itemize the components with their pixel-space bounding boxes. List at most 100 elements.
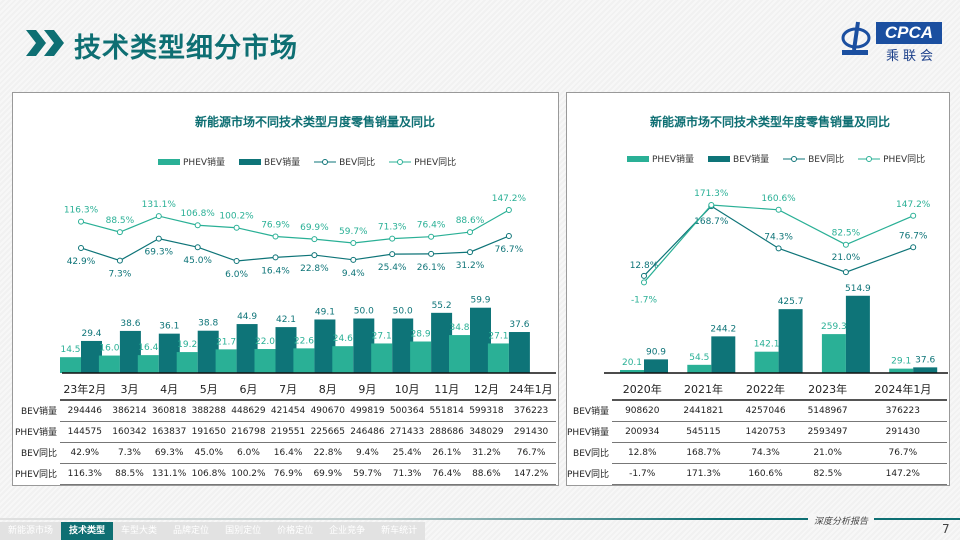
footer-nav: 新能源市场 技术类型 车型大类 品牌定位 国别定位 价格定位 企业竞争 新车统计: [0, 522, 426, 540]
legend-bev-sales: BEV销量: [708, 152, 769, 165]
legend-phev-yoy: PHEV同比: [858, 152, 925, 165]
logo-cn: 乘联会: [886, 49, 938, 64]
yearly-chart-title: 新能源市场不同技术类型年度零售销量及同比: [650, 115, 891, 129]
page-number: 7: [942, 522, 950, 536]
table-cell: 6.0%: [228, 442, 269, 464]
legend-label: BEV销量: [264, 158, 301, 168]
table-cell: 246486: [347, 421, 388, 443]
legend-label: PHEV销量: [183, 158, 226, 168]
column-header: 2023年: [796, 378, 859, 401]
row-label: BEV同比: [573, 449, 610, 459]
phev-line-swatch: [858, 155, 881, 162]
table-cell: 376223: [858, 400, 947, 422]
legend-phev-sales: PHEV销量: [627, 152, 694, 165]
table-row: PHEV销量 144575 160342 163837 191650 216798 2195…: [14, 421, 556, 443]
table-cell: 76.7%: [858, 442, 947, 464]
table-cell: 163837: [149, 421, 189, 443]
footer-nav-item[interactable]: 车型大类: [113, 522, 166, 540]
table-cell: 545115: [672, 421, 735, 443]
table-cell: 12.8%: [612, 442, 673, 464]
table-cell: 499819: [347, 400, 388, 422]
table-cell: 376223: [506, 400, 556, 422]
table-cell: 225665: [307, 421, 348, 443]
table-cell: -1.7%: [612, 463, 673, 485]
footer-nav-item[interactable]: 企业竞争: [321, 522, 374, 540]
table-cell: 160.6%: [734, 463, 797, 485]
table-row: PHEV同比 -1.7% 171.3% 160.6% 82.5% 147.2%: [567, 463, 947, 485]
legend-label: PHEV销量: [652, 155, 695, 165]
row-label: [14, 378, 60, 400]
table-cell: 45.0%: [188, 442, 229, 464]
phev-swatch: [158, 158, 180, 165]
table-cell: 69.3%: [149, 442, 189, 464]
footer-nav-item[interactable]: 国别定位: [217, 522, 270, 540]
table-row: PHEV同比 116.3% 88.5% 131.1% 106.8% 100.2% 76.9%…: [14, 463, 556, 485]
table-cell: 76.9%: [268, 463, 308, 485]
table-cell: 21.0%: [796, 442, 859, 464]
table-cell: 42.9%: [60, 442, 110, 464]
footer-nav-item[interactable]: 新能源市场: [0, 522, 62, 540]
table-cell: 116.3%: [60, 463, 110, 485]
row-label: PHEV销量: [14, 428, 57, 438]
table-cell: 4257046: [734, 400, 797, 422]
table-cell: 448629: [228, 400, 269, 422]
footer-nav-item[interactable]: 技术类型: [61, 522, 114, 540]
table-cell: 599318: [466, 400, 507, 422]
column-header: 10月: [387, 378, 427, 401]
table-cell: 7.3%: [109, 442, 150, 464]
table-cell: 16.4%: [268, 442, 308, 464]
footer-divider: [0, 518, 960, 520]
table-cell: 168.7%: [672, 442, 735, 464]
footer-nav-item[interactable]: 品牌定位: [165, 522, 218, 540]
row-label: PHEV同比: [14, 470, 57, 480]
monthly-chart-title: 新能源市场不同技术类型月度零售销量及同比: [195, 115, 436, 129]
table-cell: 26.1%: [426, 442, 467, 464]
legend-label: BEV销量: [733, 155, 770, 165]
yearly-data-table: 2020年 2021年 2022年 2023年 2024年1月 BEV销量 908620 24…: [567, 378, 947, 485]
table-cell: 388288: [188, 400, 229, 422]
column-header: 5月: [188, 378, 229, 401]
table-cell: 76.4%: [426, 463, 467, 485]
table-cell: 22.8%: [307, 442, 348, 464]
bev-line-swatch: [314, 158, 337, 165]
table-cell: 69.9%: [307, 463, 348, 485]
table-cell: 291430: [858, 421, 947, 443]
footer-nav-item[interactable]: 新车统计: [373, 522, 426, 540]
phev-swatch: [627, 155, 649, 162]
table-row: BEV销量 908620 2441821 4257046 5148967 376223: [567, 400, 947, 422]
column-header: 23年2月: [60, 378, 110, 401]
table-cell: 59.7%: [347, 463, 388, 485]
legend-phev-sales: PHEV销量: [158, 155, 225, 168]
table-cell: 88.5%: [109, 463, 150, 485]
table-cell: 160342: [109, 421, 150, 443]
column-header: 6月: [228, 378, 269, 401]
row-label: BEV同比: [20, 449, 57, 459]
table-cell: 147.2%: [506, 463, 556, 485]
table-row: BEV同比 42.9% 7.3% 69.3% 45.0% 6.0% 16.4% 22.8% 9.…: [14, 442, 556, 464]
row-label: [567, 378, 612, 400]
table-cell: 106.8%: [188, 463, 229, 485]
legend-phev-yoy: PHEV同比: [389, 155, 456, 168]
yearly-legend: PHEV销量 BEV销量 BEV同比 PHEV同比: [627, 152, 925, 165]
table-cell: 291430: [506, 421, 556, 443]
table-cell: 74.3%: [734, 442, 797, 464]
cpca-emblem-icon: [841, 21, 871, 55]
column-header: 7月: [268, 378, 308, 401]
bev-line-swatch: [783, 155, 806, 162]
bev-swatch: [708, 155, 731, 162]
table-cell: 131.1%: [149, 463, 189, 485]
table-cell: 25.4%: [387, 442, 427, 464]
table-cell: 191650: [188, 421, 229, 443]
monthly-data-table: 23年2月 3月 4月 5月 6月 7月 8月 9月 10月 11月 12月 24年1月 BEV销量 29…: [14, 378, 556, 485]
table-cell: 1420753: [734, 421, 797, 443]
column-header: 4月: [149, 378, 189, 401]
legend-bev-yoy: BEV同比: [314, 155, 375, 168]
legend-label: BEV同比: [808, 155, 845, 165]
table-cell: 147.2%: [858, 463, 947, 485]
table-row: PHEV销量 200934 545115 1420753 2593497 291430: [567, 421, 947, 443]
column-header: 2021年: [672, 378, 735, 401]
footer-nav-item[interactable]: 价格定位: [269, 522, 322, 540]
row-label: PHEV同比: [567, 470, 610, 480]
table-cell: 271433: [387, 421, 427, 443]
table-cell: 9.4%: [347, 442, 388, 464]
